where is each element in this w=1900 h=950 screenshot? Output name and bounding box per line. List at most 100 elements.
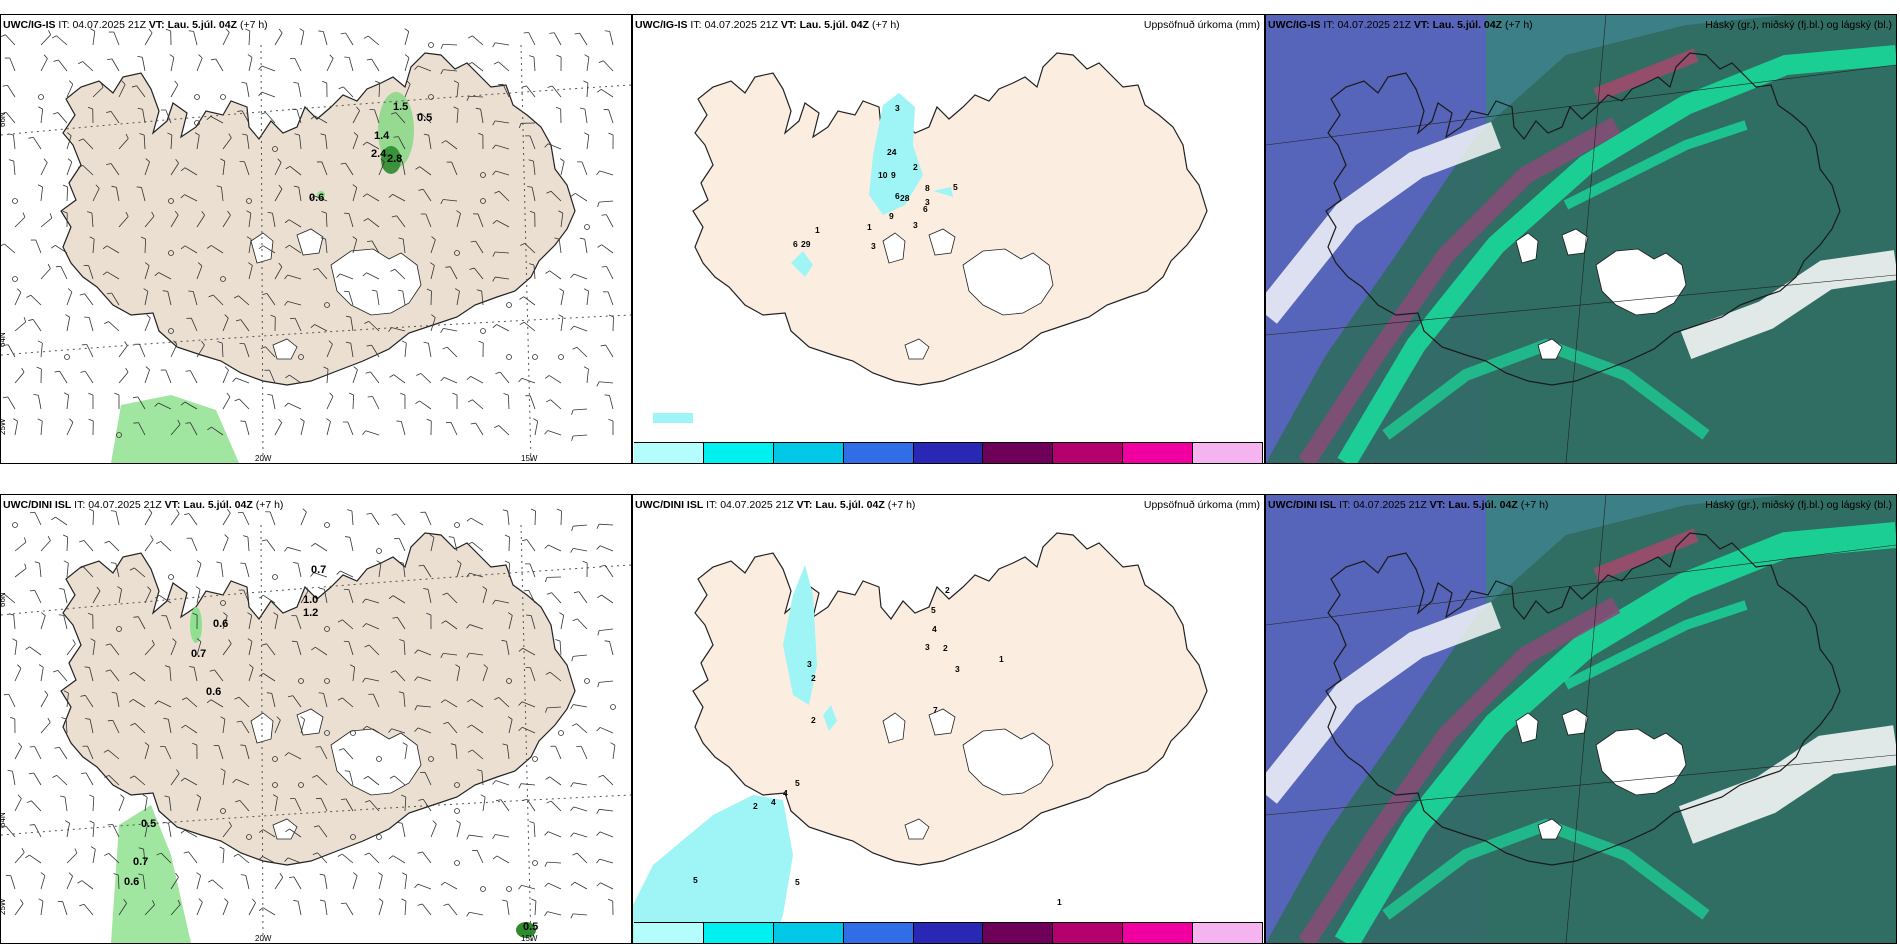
wind-barb-flag [492,251,496,257]
wind-barb-flag [390,670,396,673]
wind-barb-flag [504,560,510,564]
wind-barb-flag [224,314,229,319]
wind-barb-flag [7,769,13,772]
wind-barb-flag [608,418,614,422]
wind-barb-flag [388,855,394,859]
wind-barb-flag [367,240,373,243]
wind-barb [66,161,73,176]
wind-barb-flag [260,346,266,349]
wind-barb-flag [40,872,46,876]
wind-barb [215,58,224,72]
wind-barb [40,667,44,682]
wind-barb [533,161,536,176]
wind-barb [14,798,22,812]
wind-barb [59,370,68,384]
panel-title: UWC/IG-IS IT: 04.07.2025 21Z VT: Lau. 5.… [1268,19,1533,31]
wind-barb-flag [154,402,159,407]
wind-barb-flag [25,646,30,650]
wind-barb [345,902,354,916]
wind-barb-flag [362,193,368,198]
wind-barb-flag [546,592,552,595]
wind-barb-flag [62,184,68,188]
wind-barb [599,680,614,683]
wind-barb-flag [41,612,46,616]
wind-barb-flag [279,873,284,878]
wind-barb [378,563,382,578]
wind-barb [348,641,354,656]
wind-barb [550,190,562,202]
wind-barb [425,213,432,228]
wind-barb [612,745,616,760]
wind-barb-flag [20,899,24,904]
wind-barb [495,144,510,150]
wind-barb-flag [340,798,347,801]
wind-barb [118,345,128,358]
wind-barb-flag [596,858,600,864]
wind-barb-flag [544,861,548,867]
wind-barb [558,239,562,254]
wind-barb [586,83,589,98]
wind-barb-flag [544,577,548,583]
wind-barb [393,374,406,384]
precip-value-label: 2 [811,673,816,683]
wind-barb [91,213,94,228]
wind-barb-flag [338,748,344,751]
wind-barb [40,901,44,916]
wind-barb-flag [8,613,14,616]
wind-barb-flag [598,60,604,64]
wind-barb-flag [17,794,22,799]
wind-barb-flag [546,800,552,804]
wind-barb [573,524,588,527]
wind-barb [318,825,328,838]
wind-barb [266,293,276,306]
wind-barb-flag [397,159,403,162]
wind-barb-flag [549,32,555,34]
wind-barb [471,62,484,72]
wind-barb [495,120,510,124]
wind-barb-flag [67,288,73,293]
wind-barb-flag [242,133,248,136]
wind-barb-flag [371,289,377,292]
wind-barb-flag [584,132,590,136]
wind-barb [170,214,179,228]
wind-barb-flag [518,783,522,789]
glacier [296,708,324,736]
wind-barb-flag [148,508,153,514]
wind-barb-flag [87,106,93,110]
precip-value-label: 1 [999,654,1004,664]
wind-barb [443,199,458,202]
wind-barb-flag [183,851,189,854]
wind-barb [83,904,94,916]
wind-barb [134,567,146,578]
wind-barb-flag [206,699,212,704]
wind-barb [560,161,565,176]
wind-barb-flag [441,620,446,624]
wind-barb [170,84,179,98]
wind-barb-flag [224,366,229,371]
colorbar: 110255075100150200400 [634,442,1264,463]
wind-barb-flag [400,392,406,396]
wind-barb [580,746,588,760]
wind-barb [246,135,250,150]
wind-barb-flag [466,376,471,380]
wind-barb-flag [363,35,369,39]
wind-barb [66,135,72,150]
colorbar: 110255075100150200400 [634,922,1264,943]
wind-barb [423,564,432,578]
colorbar-cell: 150 [1053,443,1124,463]
wind-barb-flag [129,775,135,779]
wind-barb [314,115,328,124]
wind-barb-flag [579,237,585,240]
wind-barb-flag [156,852,162,856]
wind-barb [274,422,283,436]
precip-area [653,413,693,423]
wind-barb-flag [174,210,179,216]
panel-title: UWC/IG-IS IT: 04.07.2025 21Z VT: Lau. 5.… [635,19,900,31]
wind-barb [586,57,590,72]
wind-barb [241,720,250,734]
wind-barb-flag [174,80,179,86]
wind-barb [158,700,172,708]
wind-barb [343,748,354,760]
wind-barb-flag [240,420,246,422]
wind-barb-flag [110,510,116,512]
